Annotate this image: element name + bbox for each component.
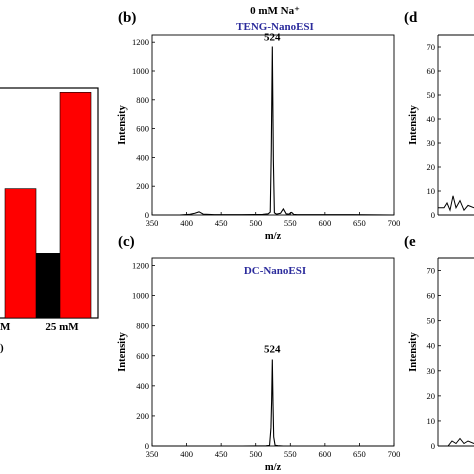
panel-b-xtick-label-4: 550 [284, 218, 297, 228]
bar-red-0 [4, 188, 37, 319]
panel-b-axes-frame [151, 34, 395, 216]
panel-e-letter: (e [404, 234, 416, 250]
panel-b-xtick-label-6: 650 [353, 218, 366, 228]
panel-b-xtick-label-0: 350 [146, 218, 159, 228]
panel-c-xtick-label-0: 350 [146, 449, 159, 459]
panel-b-ytick-label-3: 600 [136, 124, 149, 134]
panel-d-ytick-label-1: 10 [427, 186, 436, 196]
panel-b-xtick-label-5: 600 [318, 218, 331, 228]
panel-b-spectrum-line [152, 46, 395, 216]
panel-b-ytick-label-6: 1200 [132, 37, 149, 47]
panel-c-ytick-label-2: 400 [136, 381, 149, 391]
panel-b-xtick-label-3: 500 [249, 218, 262, 228]
panel-b-letter: (b) [118, 10, 136, 26]
panel-d-ytick-label-3: 30 [427, 138, 436, 148]
panel-d-ytick-label-2: 20 [427, 162, 436, 172]
panel-b-title: TENG-NanoESI [236, 21, 314, 33]
panel-e-ytick-label-3: 30 [427, 366, 436, 376]
category-label-1: 25 mM [45, 321, 79, 333]
panel-e-ytick-label-0: 0 [431, 441, 435, 451]
panel-e-ytick-label-7: 70 [427, 266, 436, 276]
panel-c-xtick-label-2: 450 [215, 449, 228, 459]
panel-c-ytick-label-1: 200 [136, 411, 149, 421]
panel-c-xlabel: m/z [265, 462, 282, 473]
panel-d-ytick-label-0: 0 [431, 210, 435, 220]
panel-c-ytick-label-6: 1200 [132, 261, 149, 271]
panel-c-peak-label: 524 [264, 344, 281, 356]
panel-e-ytick-label-6: 60 [427, 291, 436, 301]
panel-b-ylabel: Intensity [117, 104, 128, 144]
panel-e-ytick-label-4: 40 [427, 341, 436, 351]
bar-red-1 [59, 92, 92, 319]
panel-b-xtick-label-2: 450 [215, 218, 228, 228]
panel-c-xtick-label-5: 600 [318, 449, 331, 459]
panel-d-ytick-label-6: 60 [427, 66, 436, 76]
panel-c-letter: (c) [118, 234, 135, 250]
panel-b-xtick-label-7: 700 [388, 218, 401, 228]
panel-c-xtick-label-6: 650 [353, 449, 366, 459]
panel-c-ytick-label-3: 600 [136, 351, 149, 361]
panel-b-ytick-label-2: 400 [136, 152, 149, 162]
panel-c-xtick-label-4: 550 [284, 449, 297, 459]
panel-c-ytick-label-0: 0 [145, 441, 149, 451]
panel-d-ylabel: Intensity [408, 104, 419, 144]
panel-b-ytick-label-0: 0 [145, 210, 149, 220]
panel-b-xtick-label-1: 400 [180, 218, 193, 228]
figure-header: 0 mM Na⁺ [250, 5, 300, 17]
panel-b-ytick-label-1: 200 [136, 181, 149, 191]
panel-d-spectrum-line [438, 195, 474, 212]
panel-c-title: DC-NanoESI [244, 265, 306, 277]
panel-a-xlabel-fragment: ) [0, 342, 4, 354]
panel-e-ytick-label-2: 20 [427, 391, 436, 401]
panel-b-ytick-label-4: 800 [136, 95, 149, 105]
panel-c-ytick-label-5: 1000 [132, 291, 149, 301]
panel-c-xtick-label-1: 400 [180, 449, 193, 459]
panel-c-ytick-label-4: 800 [136, 321, 149, 331]
panel-e-ytick-label-1: 10 [427, 416, 436, 426]
category-label-0: M [0, 321, 11, 333]
panel-c-xtick-label-3: 500 [249, 449, 262, 459]
panel-b-ytick-label-5: 1000 [132, 66, 149, 76]
panel-c-xtick-label-7: 700 [388, 449, 401, 459]
panel-d-letter: (d [404, 10, 418, 26]
panel-e-spectrum-line [438, 437, 474, 447]
panel-b-xlabel: m/z [265, 231, 282, 242]
panel-e-ylabel: Intensity [408, 331, 419, 371]
panel-d-ytick-label-5: 50 [427, 90, 436, 100]
panel-e-ytick-label-5: 50 [427, 316, 436, 326]
panel-c-spectrum-line [152, 359, 394, 447]
panel-c-ylabel: Intensity [117, 331, 128, 371]
panel-d-ytick-label-7: 70 [427, 42, 436, 52]
panel-c-axes-frame [151, 257, 395, 447]
panel-d-ytick-label-4: 40 [427, 114, 436, 124]
panel-b-peak-label: 524 [264, 32, 281, 44]
